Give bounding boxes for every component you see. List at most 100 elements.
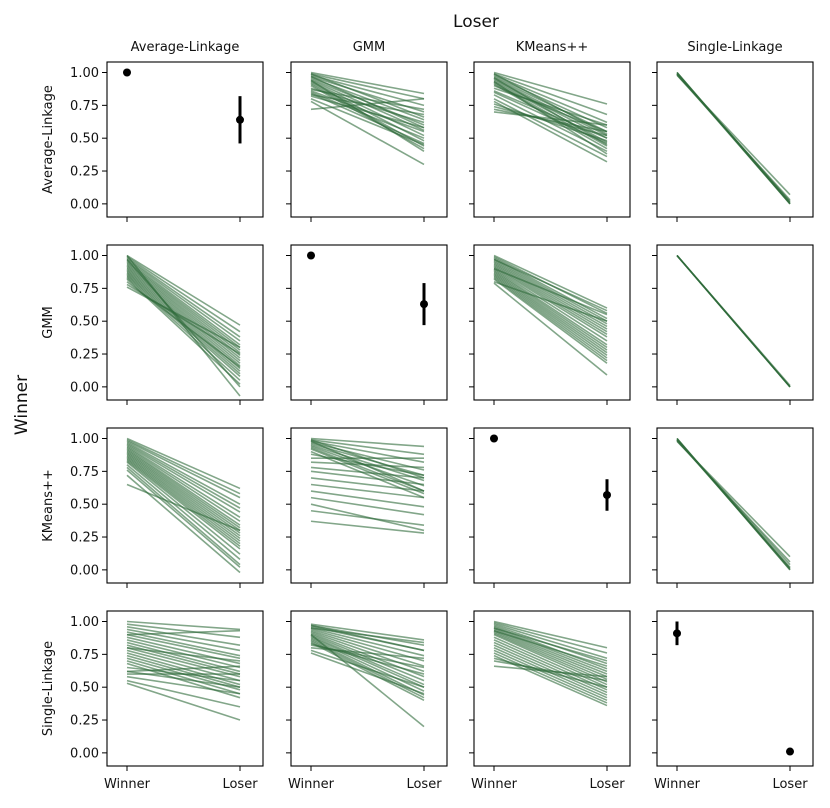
axes-frame <box>106 610 264 767</box>
panel-2-3 <box>652 427 814 588</box>
series-line <box>310 95 425 129</box>
series-line <box>493 277 608 362</box>
data-point <box>673 629 681 638</box>
series-line <box>493 649 608 702</box>
series-line <box>126 260 241 346</box>
column-label: Average-Linkage <box>131 40 240 55</box>
x-tick-label: Winner <box>654 777 701 792</box>
column-label: GMM <box>353 40 386 55</box>
series-line <box>126 469 241 568</box>
row-title: Winner <box>12 375 32 435</box>
panel-2-2 <box>469 427 631 588</box>
row-label: KMeans++ <box>41 469 56 542</box>
y-tick-label: 0.00 <box>70 380 99 395</box>
series-line <box>310 75 425 129</box>
series-line <box>493 639 608 691</box>
series-line <box>310 466 425 479</box>
series-line <box>126 283 241 355</box>
data-point <box>420 300 428 309</box>
series-line <box>310 79 425 152</box>
series-line <box>493 103 608 142</box>
data-point <box>123 68 131 77</box>
series-line <box>310 624 425 652</box>
series-line <box>310 80 425 137</box>
series-line <box>126 682 241 721</box>
panel-3-1: Winner Loser <box>286 610 448 792</box>
series-line <box>493 665 608 678</box>
series-line <box>126 257 241 338</box>
series-line <box>493 265 608 336</box>
series-line <box>493 98 608 158</box>
series-line <box>126 256 241 333</box>
y-tick-label: 1.00 <box>70 66 99 81</box>
panel-0-3 <box>652 61 814 222</box>
series-line <box>493 258 608 312</box>
series-line <box>493 271 608 351</box>
panel-3-3: Winner Loser <box>652 610 814 792</box>
panel-0-0: 0.00 0.25 0.50 0.75 1.00 <box>70 61 264 222</box>
series-line <box>126 258 241 388</box>
series-line <box>126 675 241 695</box>
x-tick-label: Winner <box>288 777 335 792</box>
series-line <box>126 623 241 639</box>
series-line <box>493 267 608 342</box>
column-label: KMeans++ <box>516 40 589 55</box>
series-line <box>126 460 241 550</box>
series-line <box>310 71 425 95</box>
panel-2-1 <box>286 427 448 588</box>
axes-frame <box>106 427 264 584</box>
series-line <box>310 450 425 499</box>
series-line <box>126 448 241 526</box>
data-point <box>786 747 794 756</box>
series-line <box>126 649 241 682</box>
series-line <box>310 627 425 657</box>
series-line <box>126 628 241 652</box>
series-line <box>310 641 425 702</box>
x-tick-label: Winner <box>471 777 518 792</box>
series-line <box>493 270 608 349</box>
series-line <box>126 277 241 381</box>
series-line <box>676 439 791 570</box>
series-line <box>493 262 608 330</box>
series-line <box>126 457 241 545</box>
y-tick-label: 0.25 <box>70 714 99 729</box>
series-line <box>126 647 241 678</box>
y-tick-label: 0.75 <box>70 282 99 297</box>
panel-0-1 <box>286 61 448 222</box>
x-tick-label: Loser <box>772 777 808 792</box>
series-line <box>493 73 608 116</box>
x-tick-label: Loser <box>589 777 625 792</box>
series-line <box>310 633 425 682</box>
series-line <box>493 631 608 681</box>
series-line <box>126 665 241 673</box>
row-label: GMM <box>41 306 56 339</box>
panel-1-2 <box>469 244 631 405</box>
y-tick-label: 0.75 <box>70 648 99 663</box>
series-line <box>310 636 425 688</box>
series-line <box>493 258 608 322</box>
series-line <box>493 108 608 133</box>
series-line <box>493 629 608 667</box>
y-tick-label: 0.25 <box>70 165 99 180</box>
panel-1-1 <box>286 244 448 405</box>
series-line <box>310 649 425 688</box>
panel-3-0: 0.00 0.25 0.50 0.75 1.00 Winner Loser <box>70 610 264 792</box>
axes-frame <box>656 61 814 218</box>
series-line <box>493 282 608 376</box>
series-line <box>493 627 608 673</box>
y-tick-label: 0.25 <box>70 531 99 546</box>
series-line <box>126 437 241 490</box>
y-tick-label: 0.75 <box>70 99 99 114</box>
series-line <box>493 641 608 694</box>
series-line <box>310 509 425 526</box>
series-line <box>493 627 608 662</box>
y-tick-label: 0.00 <box>70 746 99 761</box>
series-line <box>126 452 241 534</box>
series-line <box>310 637 425 692</box>
series-line <box>126 443 241 509</box>
series-line <box>310 477 425 492</box>
series-line <box>126 454 241 539</box>
series-line <box>493 273 608 354</box>
series-line <box>126 254 241 326</box>
series-line <box>126 654 241 688</box>
